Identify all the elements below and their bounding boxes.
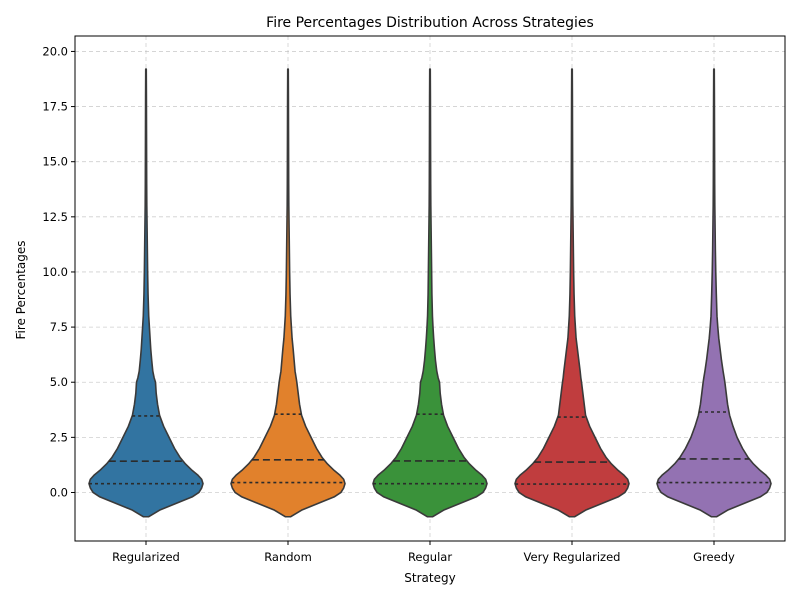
y-tick-label: 10.0 (42, 265, 68, 279)
x-tick-label: Regular (408, 550, 452, 564)
x-axis-label: Strategy (404, 571, 455, 585)
violin-regularized (88, 68, 204, 518)
y-tick-label: 5.0 (50, 375, 68, 389)
y-tick-label: 20.0 (42, 44, 68, 58)
violin-very-regularized (514, 68, 630, 518)
violin-body (656, 68, 772, 518)
x-tick-label: Regularized (112, 550, 180, 564)
y-tick-label: 2.5 (50, 430, 68, 444)
violin-greedy (656, 68, 772, 518)
violin-body (372, 68, 488, 518)
x-tick-label: Very Regularized (524, 550, 621, 564)
violin-random (230, 68, 346, 518)
x-tick-label: Random (264, 550, 312, 564)
violin-body (88, 68, 204, 518)
y-tick-label: 17.5 (42, 100, 68, 114)
y-tick-label: 15.0 (42, 155, 68, 169)
y-tick-label: 12.5 (42, 210, 68, 224)
x-tick-label: Greedy (693, 550, 735, 564)
violin-regular (372, 68, 488, 518)
violins (88, 68, 772, 518)
ticks: 0.0 2.5 5.0 7.5 10.0 12.5 15.0 17.5 20.0 Regulari… (42, 44, 735, 564)
y-axis-label: Fire Percentages (14, 241, 28, 340)
violin-body (514, 68, 630, 518)
y-tick-label: 7.5 (50, 320, 68, 334)
y-tick-label: 0.0 (50, 485, 68, 499)
chart-title: Fire Percentages Distribution Across Str… (266, 15, 594, 31)
